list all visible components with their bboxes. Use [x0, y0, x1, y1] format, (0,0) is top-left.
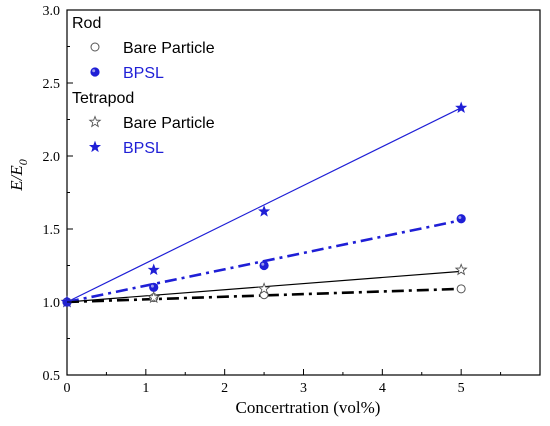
legend-marker [88, 140, 102, 153]
y-tick-label: 2.5 [43, 77, 61, 92]
legend-entry-label: Bare Particle [123, 115, 215, 132]
y-axis-title-main: E/E [7, 165, 26, 192]
y-tick-label: 1.0 [43, 296, 61, 311]
axis-ticks: 0 1 2 3 4 5 0.5 1.0 1.5 2.0 2.5 3.0 [43, 4, 502, 396]
y-tick-label: 0.5 [43, 369, 61, 384]
y-tick-label: 1.5 [43, 223, 61, 238]
marker-highlight [92, 69, 96, 73]
data-point [147, 290, 161, 304]
x-tick-label: 0 [64, 381, 71, 396]
data-point [258, 205, 271, 217]
y-tick-label: 3.0 [43, 4, 61, 19]
marker-body [149, 282, 159, 292]
x-tick-label: 3 [300, 381, 307, 396]
marker-highlight [458, 215, 462, 219]
x-tick-label: 2 [221, 381, 228, 396]
x-axis-title: Concertration (vol%) [236, 398, 381, 417]
legend-marker [88, 115, 102, 128]
fit-line-tetrapod-bpsl [66, 107, 462, 303]
fit-line-rod-bare [66, 287, 462, 304]
legend-marker [90, 67, 100, 77]
data-point [149, 282, 159, 292]
x-tick-label: 1 [142, 381, 149, 396]
y-axis-title-subscript: 0 [16, 159, 30, 165]
fit-lines [66, 107, 462, 304]
data-markers [60, 101, 468, 308]
marker-body [456, 214, 466, 224]
data-point [456, 284, 466, 294]
legend-marker [90, 42, 100, 52]
data-point [259, 260, 269, 271]
data-point [257, 282, 271, 295]
data-point [455, 101, 468, 113]
data-point [147, 263, 160, 276]
legend-entry-label: Bare Particle [123, 40, 215, 57]
marker-body [90, 67, 100, 77]
data-point [60, 295, 74, 308]
legend-entry-label: BPSL [123, 140, 164, 157]
legend-group-title: Rod [72, 15, 101, 32]
x-tick-label: 4 [379, 381, 386, 396]
legend-group-title: Tetrapod [72, 90, 134, 107]
y-tick-label: 2.0 [43, 150, 61, 165]
data-point [454, 263, 468, 276]
marker-body [259, 260, 269, 271]
marker-highlight [261, 262, 265, 266]
legend-entry-label: BPSL [123, 65, 164, 82]
legend: Rod Bare Particle BPSL Tetrapod Bare Particl… [72, 15, 215, 157]
y-axis-title: E/E0 [7, 159, 30, 192]
marker-highlight [150, 284, 154, 288]
x-tick-label: 5 [458, 381, 465, 396]
data-point [456, 214, 466, 224]
